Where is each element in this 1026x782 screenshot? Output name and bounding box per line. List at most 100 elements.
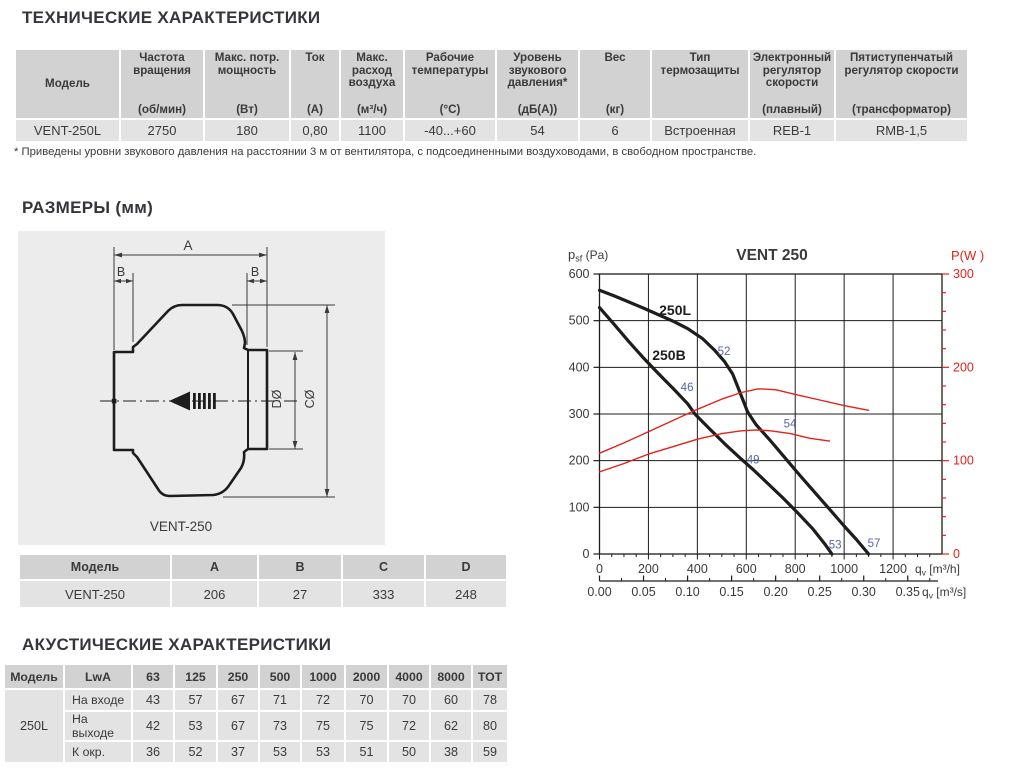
secondary-axis-tick-label: 0.00	[587, 585, 611, 599]
noise-level-label: 53	[829, 540, 842, 552]
acoustic-cell: 53	[175, 712, 216, 740]
acoustic-cell: 70	[346, 690, 387, 710]
dim-cell: 27	[259, 581, 341, 607]
performance-chart: 0 100 200 300 400 500 600 0 100 200 300 0 200 400 600 8…	[556, 240, 1022, 618]
bottom-axis-tick-label: 1000	[830, 562, 858, 576]
tech-column-name: Рабочие температуры	[411, 51, 489, 77]
curve-power-250B	[598, 429, 831, 473]
right-axis-tick-label: 300	[953, 267, 974, 281]
left-axis-tick-label: 500	[569, 314, 590, 328]
acoustic-section-title: АКУСТИЧЕСКИЕ ХАРАКТЕРИСТИКИ	[22, 635, 332, 654]
tech-column-header: Уровень звукового давления* (дБ(А))	[497, 50, 578, 118]
acoustic-cell: 52	[175, 742, 216, 762]
acoustic-cell: 75	[346, 712, 387, 740]
chart-title: VENT 250	[736, 247, 808, 264]
acoustic-cell: 72	[302, 690, 344, 710]
secondary-axis-tick-label: 0.35	[896, 585, 920, 599]
acoustic-cell: 53	[260, 742, 300, 762]
noise-level-label: 54	[784, 418, 797, 430]
dim-column-header: A	[172, 555, 257, 579]
tech-footnote: * Приведены уровни звукового давления на…	[14, 146, 757, 158]
acoustic-column-header: LwA	[65, 665, 131, 688]
acoustic-table: Модель LwA 63 125 250 500 1000 2000 4000 8000 TOT 2…	[3, 663, 509, 764]
bottom-axis-tick-label: 1200	[879, 562, 907, 576]
fan-body-outline	[112, 303, 269, 498]
acoustic-cell: 75	[302, 712, 344, 740]
dim-label-c: CØ	[303, 389, 317, 408]
acoustic-data-row: К окр. 36 52 37 53 53 51 50 38 59	[5, 742, 507, 762]
acoustic-cell: 80	[473, 712, 507, 740]
tech-cell: 54	[497, 120, 578, 141]
dim-column-header: D	[426, 555, 506, 579]
tech-cell: 180	[205, 120, 289, 141]
bottom-axis-tick-label: 400	[687, 562, 708, 576]
acoustic-cell: 36	[133, 742, 173, 762]
secondary-axis-tick-label: 0.20	[763, 585, 787, 599]
tech-column-unit: (об/мин)	[138, 102, 186, 116]
drawing-caption: VENT-250	[150, 519, 212, 534]
acoustic-column-header: 8000	[431, 665, 471, 688]
right-axis-title: P(W )	[951, 248, 984, 263]
acoustic-row-label: К окр.	[65, 742, 131, 762]
secondary-axis-title: qv [m³/s]	[922, 585, 966, 601]
acoustic-column-header: 125	[175, 665, 216, 688]
tech-column-name: Электронный регулятор скорости	[752, 51, 832, 89]
tech-column-name: Макс. расход воздуха	[348, 51, 396, 89]
bottom-axis-tick-label: 600	[736, 562, 757, 576]
tech-column-unit: (плавный)	[762, 102, 822, 116]
tech-column-header: Рабочие температуры (°С)	[405, 50, 495, 118]
acoustic-data-row: 250L На входе 43 57 67 71 72 70 70 60 78	[5, 690, 507, 762]
bottom-axis-title: qv [m³/h]	[915, 562, 960, 578]
acoustic-cell: 50	[389, 742, 429, 762]
acoustic-cell: 60	[431, 690, 471, 710]
tech-cell: Встроенная	[652, 120, 748, 141]
tech-column-unit: (Вт)	[236, 102, 258, 116]
secondary-axis-tick-label: 0.25	[808, 585, 832, 599]
dimension-drawing-panel: A B B DØ CØ VENT-250	[18, 231, 385, 545]
airflow-arrow-icon	[169, 391, 216, 411]
acoustic-model-cell: 250L	[5, 690, 63, 762]
dim-cell: 206	[172, 581, 257, 607]
tech-cell: 6	[580, 120, 650, 141]
tech-column-header: Пятиступенчатый регулятор скорости (транс…	[836, 50, 967, 118]
acoustic-column-header: 500	[260, 665, 300, 688]
fan-dimension-drawing: A B B DØ CØ VENT-250	[100, 238, 335, 534]
tech-column-header: Тип термозащиты	[652, 50, 748, 118]
curve-name-label: 250B	[652, 347, 685, 363]
dim-label-d: DØ	[270, 389, 284, 408]
tech-column-unit: (м³/ч)	[356, 102, 388, 116]
acoustic-cell: 72	[389, 712, 429, 740]
acoustic-cell: 59	[473, 742, 507, 762]
acoustic-column-header: TOT	[473, 665, 507, 688]
acoustic-cell: 62	[431, 712, 471, 740]
dim-data-row: VENT-250 206 27 333 248	[20, 581, 506, 607]
dim-label-a: A	[183, 238, 192, 253]
tech-cell: VENT-250L	[16, 120, 119, 141]
tech-column-header: Электронный регулятор скорости (плавный)	[750, 50, 834, 118]
dimensions-table: Модель A B C D VENT-250 206 27 333 248	[18, 553, 508, 609]
acoustic-cell: 57	[175, 690, 216, 710]
tech-column-name: Частота вращения	[133, 51, 191, 77]
acoustic-column-header: 1000	[302, 665, 344, 688]
acoustic-cell: 43	[133, 690, 173, 710]
dimension-arrowheads	[114, 252, 330, 497]
tech-column-unit: (кг)	[605, 102, 625, 116]
acoustic-cell: 38	[431, 742, 471, 762]
bottom-axis-tick-label: 0	[596, 562, 603, 576]
tech-cell: REB-1	[750, 120, 834, 141]
dim-label-b-right: B	[251, 265, 259, 279]
noise-level-label: 49	[747, 454, 760, 466]
curve-power-250L	[598, 388, 870, 454]
acoustic-column-header: Модель	[5, 665, 63, 688]
centerline-anchor-dot	[111, 398, 117, 404]
tech-column-unit: (°С)	[439, 102, 461, 116]
extension-lines	[113, 247, 335, 498]
tech-column-header: Частота вращения (об/мин)	[121, 50, 203, 118]
dim-cell: 248	[426, 581, 506, 607]
tech-cell: 1100	[341, 120, 403, 141]
dim-header-row: Модель A B C D	[20, 555, 506, 579]
tech-column-unit: (дБ(А))	[517, 102, 558, 116]
tech-cell: 0,80	[291, 120, 339, 141]
dim-cell: VENT-250	[20, 581, 170, 607]
